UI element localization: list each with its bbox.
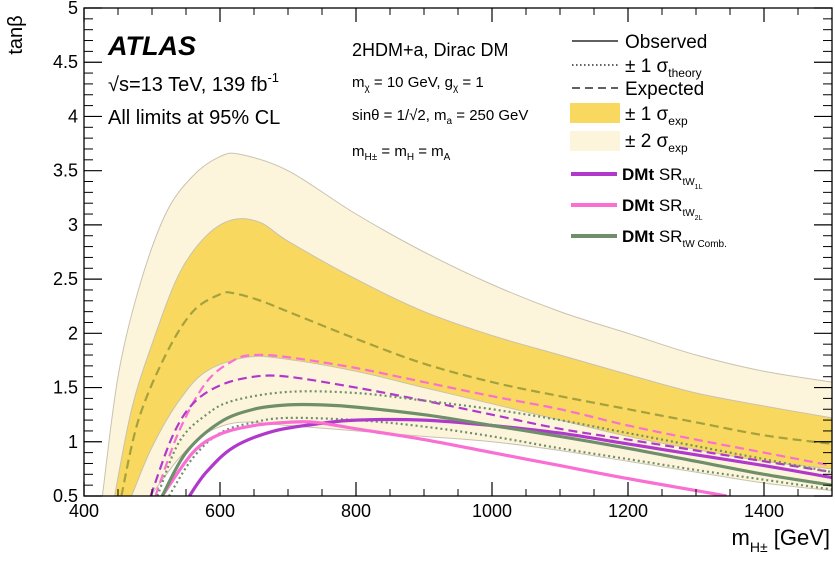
param-sintheta-label: sinθ = 1/√2, ma = 250 GeV xyxy=(352,107,528,127)
series-comb_expected xyxy=(120,291,832,496)
x-tick-label: 800 xyxy=(341,501,371,521)
model-label: 2HDM+a, Dirac DM xyxy=(352,40,509,60)
series-theory_up xyxy=(156,390,832,496)
y-tick-label: 2.5 xyxy=(53,269,78,289)
legend-comb-label: DMt SRtW Comb. xyxy=(622,227,727,250)
y-axis-label: tanβ xyxy=(5,15,27,54)
legend-theory-label: ± 1 σtheory xyxy=(625,56,702,80)
legend-sr1-label: DMt SRtW1L xyxy=(622,165,703,191)
y-tick-label: 1.5 xyxy=(53,378,78,398)
x-tick-label: 1400 xyxy=(744,501,784,521)
param-mchi-label: mχ = 10 GeV, gχ = 1 xyxy=(352,74,484,94)
y-tick-label: 4 xyxy=(68,106,78,126)
data-layer xyxy=(101,152,832,496)
y-tick-label: 0.5 xyxy=(53,486,78,506)
y-tick-label: 3 xyxy=(68,215,78,235)
x-tick-label: 400 xyxy=(69,501,99,521)
legend-exp1-label: ± 1 σexp xyxy=(625,104,688,128)
series-theory_down xyxy=(168,416,832,496)
legend: Observed ± 1 σtheory Expected ± 1 σexp ±… xyxy=(570,32,727,250)
series-sr2_expected xyxy=(154,353,832,496)
legend-expected-label: Expected xyxy=(625,79,704,100)
x-axis-label: mH± [GeV] xyxy=(732,525,830,555)
y-tick-label: 5 xyxy=(68,0,78,18)
band-edge-upper-comb_band1 xyxy=(114,218,832,496)
param-masses-label: mH± = mH = mA xyxy=(352,143,451,163)
series-comb_observed xyxy=(160,402,832,496)
band-comb_band1 xyxy=(114,218,832,496)
axis-ticks: 400 600 800 1000 1200 1400 0.5 1 1.5 2 2.5 3 3.5 4 4.5… xyxy=(53,0,833,521)
y-tick-label: 4.5 xyxy=(53,52,78,72)
legend-observed-label: Observed xyxy=(625,32,707,53)
y-tick-label: 1 xyxy=(68,432,78,452)
legend-sr2-label: DMt SRtW2L xyxy=(622,196,703,222)
series-sr2_observed xyxy=(160,420,727,496)
legend-exp2-swatch xyxy=(570,131,620,151)
x-tick-label: 1000 xyxy=(472,501,512,521)
legend-exp1-swatch xyxy=(570,103,620,123)
confidence-level-label: All limits at 95% CL xyxy=(108,107,280,129)
y-tick-label: 3.5 xyxy=(53,161,78,181)
series-sr1_expected xyxy=(149,374,832,496)
atlas-label: ATLAS xyxy=(107,31,196,61)
energy-lumi-label: √s=13 TeV, 139 fb-1 xyxy=(108,70,279,96)
x-tick-label: 600 xyxy=(205,501,235,521)
x-tick-label: 1200 xyxy=(608,501,648,521)
legend-exp2-label: ± 2 σexp xyxy=(625,131,688,155)
band-edge-upper-comb_band2 xyxy=(101,152,832,496)
series-sr1_observed xyxy=(188,417,832,496)
y-tick-label: 2 xyxy=(68,323,78,343)
